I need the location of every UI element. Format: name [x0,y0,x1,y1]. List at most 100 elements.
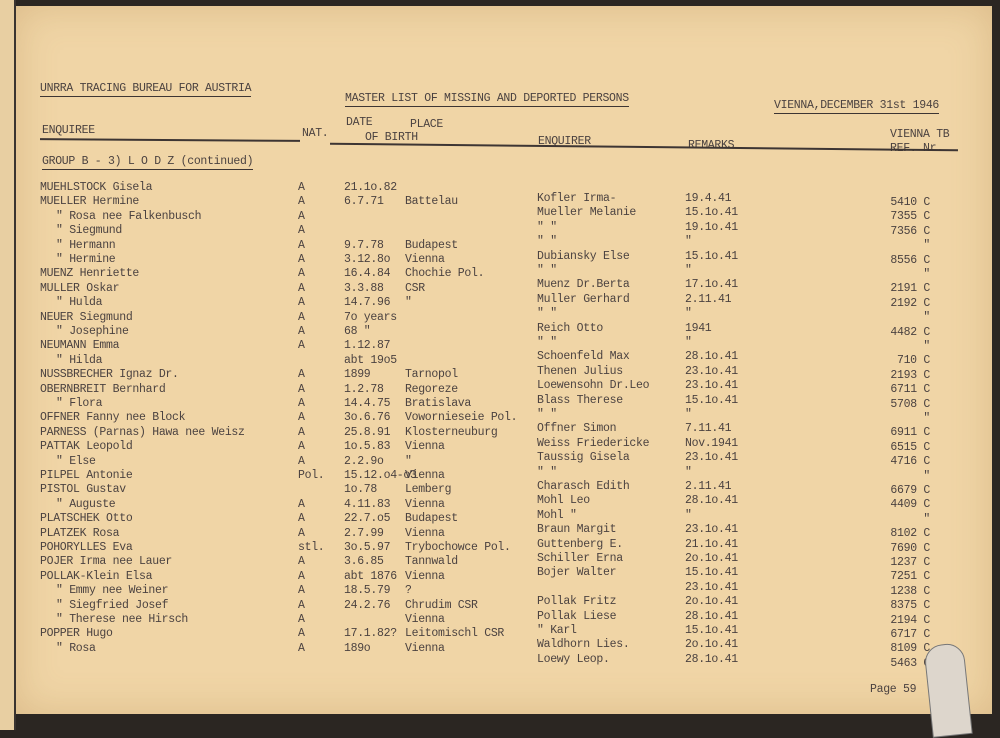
enquirer-name: " " [537,408,557,421]
enquirer-name: Guttenberg E. [537,537,623,551]
enquiree-birth-place: Leitomischl CSR [405,627,505,641]
remarks: " [685,307,692,321]
enquiree-birth-place: ? [405,584,412,598]
enquiree-name: " Siegfried Josef [56,598,169,612]
enquiree-birth-date: 7o years [344,310,397,324]
reference-number: 6515 C [890,440,930,454]
enquirer-name: Offner Simon [537,422,617,436]
reference-number: 8102 C [890,527,930,541]
enquirer-name: Braun Margit [537,523,617,537]
remarks: 28.1o.41 [685,350,738,364]
remarks: 23.1o.41 [685,580,738,594]
enquiree-nationality: A [298,569,305,583]
enquiree-nationality: A [298,627,305,641]
reference-number: 1238 C [890,584,930,598]
remarks: 23.1o.41 [685,451,738,465]
enquirer-name: Bojer Walter [537,566,617,580]
reference-number: " [923,340,930,353]
enquiree-birth-date: 1o.5.83 [344,440,391,454]
enquiree-birth-date: 14.7.96 [344,296,391,310]
enquiree-birth-date: 22.7.o5 [344,512,391,526]
remarks: 15.1o.41 [685,393,738,407]
enquirer-name: Pollak Liese [537,609,617,623]
enquiree-birth-date: 4.11.83 [344,497,391,511]
reference-number: 2191 C [890,282,930,296]
enquiree-nationality: A [298,497,305,511]
enquirer-name: Schiller Erna [537,552,623,565]
document-date: VIENNA,DECEMBER 31st 1946 [774,99,940,114]
list-title: MASTER LIST OF MISSING AND DEPORTED PERS… [345,92,629,107]
remarks: 2.11.41 [685,292,732,306]
enquiree-name: " Else [56,454,96,468]
enquirer-name: " " [537,307,557,321]
enquiree-name: POHORYLLES Eva [40,541,133,554]
enquiree-name: OBERNBREIT Bernhard [40,382,166,396]
enquiree-nationality: A [298,425,305,439]
reference-number: 1237 C [890,556,930,569]
remarks: " [685,235,692,249]
col-of-birth: OF BIRTH [365,131,418,144]
remarks: 19.4.41 [685,192,732,205]
enquiree-birth-date: 16.4.84 [344,267,391,281]
enquiree-nationality: A [298,512,305,526]
reference-number: 4409 C [890,498,930,512]
col-remarks: REMARKS [688,139,735,152]
enquiree-birth-place: Regoreze [405,382,458,396]
enquiree-birth-place: " [405,454,412,468]
remarks: Nov.1941 [685,436,738,450]
reference-number: " [923,239,930,253]
enquiree-nationality: A [298,613,305,626]
enquirer-name: " " [537,336,557,349]
enquiree-birth-date: 21.1o.82 [344,181,397,194]
enquiree-birth-date: 3.6.85 [344,555,384,569]
reference-number: 7690 C [890,541,930,555]
group-heading: GROUP B - 3) L O D Z (continued) [42,155,254,170]
reference-number: 8556 C [890,253,930,267]
enquirer-name: Thenen Julius [537,364,623,378]
remarks: " [685,264,692,277]
enquiree-name: " Siegmund [56,224,123,238]
enquiree-birth-date: 3o.5.97 [344,541,391,554]
enquirer-name: Pollak Fritz [537,595,617,609]
bureau-heading: UNRRA TRACING BUREAU FOR AUSTRIA [40,82,252,97]
enquiree-birth-place: Bratislava [405,397,472,410]
enquiree-name: PATTAK Leopold [40,440,133,454]
col-ref-1: VIENNA TB [890,128,950,141]
enquiree-name: PILPEL Antonie [40,469,133,482]
enquiree-birth-place: CSR [405,281,425,295]
remarks: 17.1o.41 [685,278,738,292]
enquiree-birth-date: 1.2.78 [344,382,384,396]
enquiree-nationality: A [298,411,305,425]
enquiree-nationality: A [298,224,305,238]
remarks: 23.1o.41 [685,379,738,393]
enquiree-birth-place: Vienna [405,526,445,540]
reference-number: 7356 C [890,224,930,238]
enquiree-birth-date: 189o [344,641,371,655]
enquiree-birth-place: Trybochowce Pol. [405,541,511,554]
enquiree-nationality: A [298,181,305,194]
enquiree-nationality: A [298,382,305,396]
enquiree-birth-place: Budapest [405,512,458,526]
enquiree-birth-date: 6.7.71 [344,195,384,209]
enquiree-nationality: A [298,368,305,382]
enquiree-name: " Auguste [56,497,116,511]
enquiree-nationality: A [298,598,305,612]
enquiree-birth-date: 18.5.79 [344,584,391,598]
enquiree-nationality: stl. [298,541,325,554]
enquiree-birth-date: 24.2.76 [344,598,391,612]
enquiree-name: " Rosa nee Falkenbusch [56,209,202,223]
enquiree-birth-place: Vienna [405,440,445,454]
col-place: PLACE [410,118,444,131]
enquiree-name: OFFNER Fanny nee Block [40,411,186,425]
remarks: 2o.1o.41 [685,595,738,609]
enquirer-name: Schoenfeld Max [537,350,630,364]
enquiree-birth-date: 1899 [344,368,371,382]
remarks: 15.1o.41 [685,249,738,263]
enquirer-name: " " [537,220,557,234]
enquiree-birth-place: Budapest [405,238,458,252]
enquiree-birth-place: Chrudim CSR [405,598,478,612]
enquiree-nationality: A [298,267,305,281]
enquiree-name: " Flora [56,397,103,410]
enquirer-name: " Karl [537,624,577,637]
reference-number: 2193 C [890,368,930,382]
